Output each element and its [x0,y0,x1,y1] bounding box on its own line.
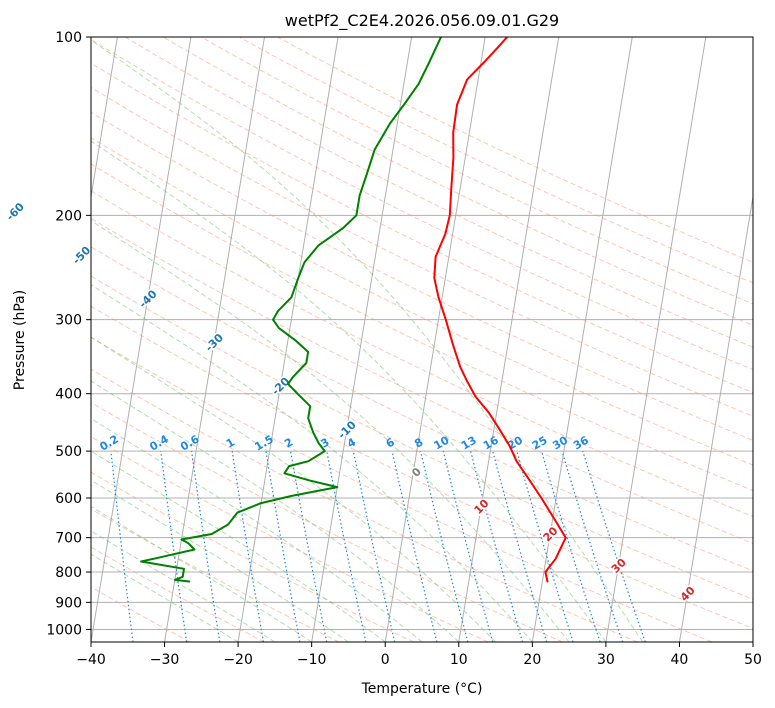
dry-adiabat-line [91,246,753,572]
mixing-ratio-line [470,450,524,642]
dry-adiabat-line [91,336,712,642]
mixing-ratio-line [561,450,624,642]
isotherm-line [237,37,339,642]
mixing-ratio-line [191,451,221,642]
dry-adiabat-line [91,217,753,544]
mixing-ratio-line [492,450,548,642]
mixing-ratio-line [391,450,438,642]
dry-adiabat-line [91,275,753,600]
x-tick-label: 40 [671,652,689,668]
x-axis-ticks: −40 −30 −20 −10 0 10 20 30 40 50 [76,642,762,668]
x-tick-label: 30 [597,652,615,668]
mixing-ratio-line [231,451,265,642]
profiles [140,37,567,583]
x-tick-label: −20 [223,652,253,668]
isotherm-line [384,37,486,642]
dry-adiabat-line [91,508,340,642]
mixing-ratio-line [442,450,494,642]
dry-adiabat-line [91,38,753,371]
y-tick-label: 800 [55,565,82,581]
moist-adiabat-line [91,219,570,642]
reference-lines [91,37,753,642]
isotherm-line [531,37,633,642]
moist-adiabat-line [91,140,607,642]
dry-adiabat-line [91,111,753,441]
moist-adiabat-line [91,39,644,642]
dry-adiabat-line [124,37,753,348]
mixing-ratio-line [290,450,328,642]
mixing-ratio-line [420,450,469,642]
y-tick-label: 600 [55,491,82,507]
mixing-ratio-line [582,450,646,642]
y-tick-label: 200 [55,208,82,224]
temperature-profile [433,37,567,583]
x-tick-label: 10 [450,652,468,668]
isotherm-line [605,37,707,642]
dry-adiabat-line [239,37,753,284]
x-axis-label: Temperature (°C) [361,681,483,697]
y-tick-label: 700 [55,531,82,547]
y-tick-label: 900 [55,595,82,611]
dry-adiabat-line [91,163,753,492]
dewpoint-profile [140,37,442,583]
dry-adiabat-line [91,190,753,518]
isotherm-line [458,37,560,642]
y-tick-label: 300 [55,313,82,329]
moist-adiabat-line [91,479,349,642]
isotherm-line [91,37,118,200]
mixing-ratio-line [110,451,134,642]
mixing-ratio-line [352,450,396,642]
x-tick-label: −10 [297,652,327,668]
y-tick-label: 1000 [46,622,82,638]
moist-adiabat-line [91,417,423,642]
dry-adiabat-line [91,305,753,630]
y-tick-label: 100 [55,30,82,46]
moist-adiabat-line [91,530,276,642]
moist-adiabat-line [91,450,386,642]
dry-adiabat-line [91,62,753,394]
mixing-ratio-line [160,451,188,642]
moist-adiabat-line [91,284,533,642]
mixing-ratio-line [540,450,601,642]
mixing-ratio-line [326,450,367,642]
y-tick-label: 400 [55,387,82,403]
isotherm-line [678,193,753,642]
plot-frame [90,36,754,643]
dry-adiabat-line [201,37,753,305]
x-tick-label: 20 [523,652,541,668]
y-tick-label: 500 [55,444,82,460]
mixing-ratio-line [516,450,574,642]
dry-adiabat-line [91,368,638,642]
chart-title: wetPf2_C2E4.2026.056.09.01.G29 [285,11,559,31]
x-tick-label: −30 [150,652,180,668]
y-axis-label: Pressure (hPa) [12,290,28,390]
x-tick-label: 50 [744,652,762,668]
isotherm-line [164,37,265,642]
x-tick-label: 0 [381,652,390,668]
x-tick-label: −40 [76,652,106,668]
y-axis-ticks: 100 200 300 400 500 600 700 800 900 1000 [46,30,91,638]
moist-adiabat-line [91,553,239,642]
moist-adiabat-line [91,336,496,642]
mixing-ratio-line [265,451,301,642]
